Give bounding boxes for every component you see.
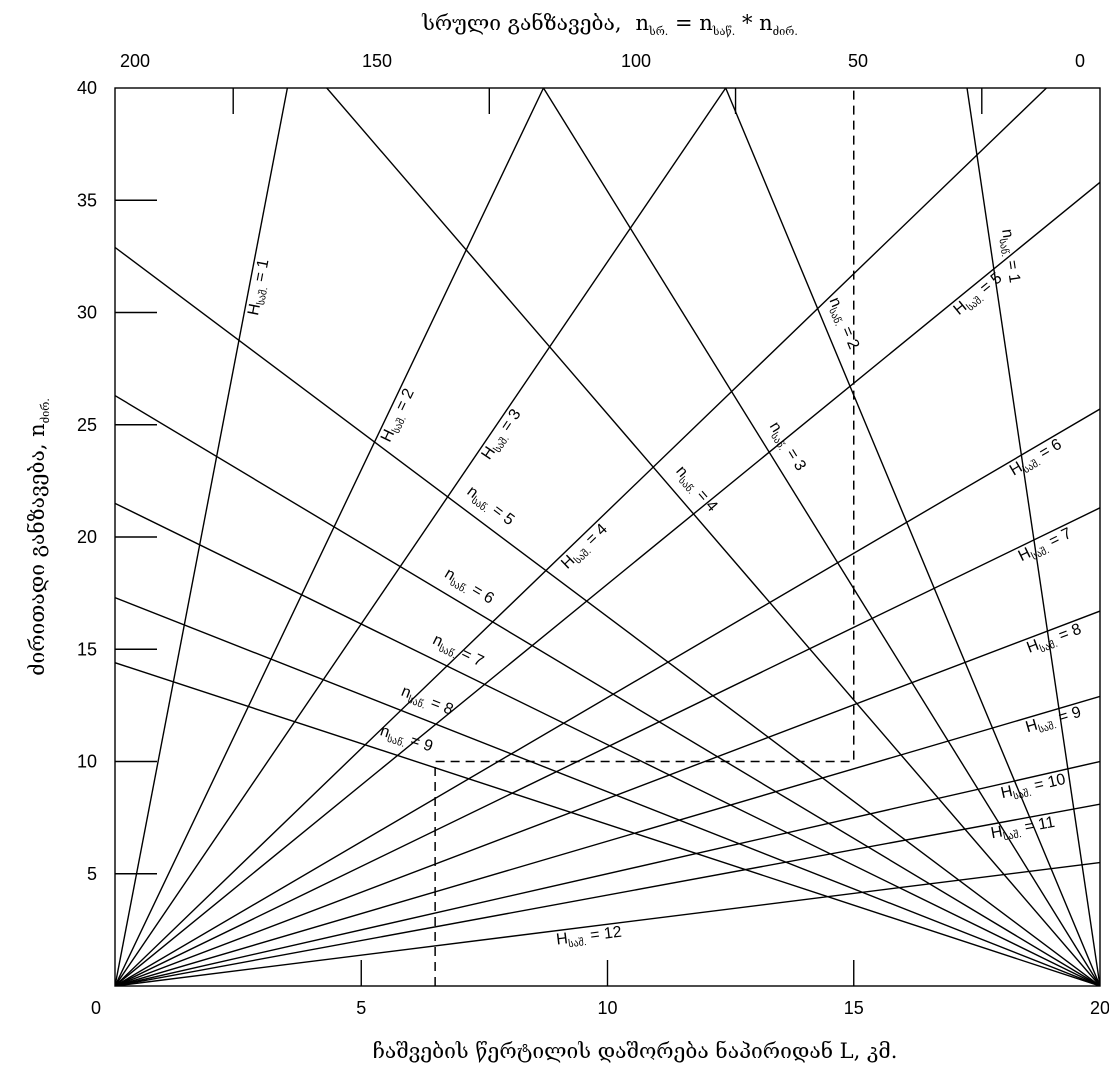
h-label-1: Hსაშ. = 1 (245, 258, 275, 318)
top-tick-label-0: 0 (1075, 51, 1085, 71)
formula-s1: სრ. (648, 25, 668, 38)
h-line-12 (115, 861, 1100, 986)
top-tick-label-50: 50 (848, 51, 868, 71)
y-axis-title-main: ძირითადი განზავება, n (25, 423, 49, 676)
n-line-5 (115, 246, 1100, 986)
formula-n1: n (636, 11, 650, 35)
n-line-9 (115, 662, 1100, 986)
h-line-2 (115, 88, 545, 986)
y-tick-label-40: 40 (77, 78, 97, 98)
x-tick-label-20: 20 (1090, 998, 1109, 1018)
top-axis-title: სრული განზავება, nსრ. = nსაწ. * nძირ. (421, 11, 798, 38)
h-label-2: Hსაშ. = 2 (378, 386, 421, 446)
x-axis-title: ჩაშვების წერტილის დაშორება ნაპირიდან L, … (373, 1039, 898, 1063)
h-label-8: Hსაშ. = 8 (1024, 621, 1084, 660)
plot-lines (115, 88, 1100, 986)
n-line-2 (725, 88, 1100, 986)
n-label-1: nსაწ. = 1 (995, 228, 1023, 285)
h-line-9 (115, 695, 1100, 986)
y-tick-label-5: 5 (87, 864, 97, 884)
n-line-6 (115, 394, 1100, 986)
formula-eq: = (668, 11, 699, 35)
n-label-7: nსაწ. = 7 (429, 631, 487, 673)
top-axis-title-text: სრული განზავება, (421, 11, 621, 35)
h-label-9: Hსაშ. = 9 (1024, 704, 1084, 739)
origin-label: 0 (91, 998, 101, 1018)
y-axis-title-sub: ძირ. (39, 398, 52, 423)
y-tick-label-35: 35 (77, 190, 97, 210)
formula-n3: n (759, 11, 773, 35)
n-label-5: nსაწ. = 5 (462, 483, 518, 532)
n-line-4 (326, 88, 1100, 986)
n-line-7 (115, 502, 1100, 986)
n-label-8: nსაწ. = 8 (398, 683, 456, 722)
y-tick-label-30: 30 (77, 303, 97, 323)
guide-dashed-line (434, 88, 855, 986)
top-tick-label-200: 200 (120, 51, 150, 71)
h-label-7: Hსაშ. = 7 (1016, 525, 1076, 568)
formula-s3: ძირ. (773, 25, 798, 38)
n-label-2: nსაწ. = 2 (823, 295, 862, 353)
h-line-5 (115, 181, 1100, 986)
n-line-8 (115, 596, 1100, 986)
n-label-4: nსაწ. = 4 (670, 463, 721, 517)
axis-ticks: 5 10 15 20 5 10 15 20 25 30 35 40 200 150 100 50 0 (77, 51, 1109, 1018)
n-line-3 (542, 88, 1100, 986)
top-tick-label-100: 100 (621, 51, 651, 71)
h-label-11: Hსაშ. = 11 (990, 814, 1057, 845)
h-line-10 (115, 760, 1100, 986)
y-axis-title: ძირითადი განზავება, nძირ. (25, 398, 52, 676)
h-line-3 (115, 88, 727, 986)
h-line-11 (115, 803, 1100, 986)
h-label-10: Hსაშ. = 10 (999, 771, 1068, 805)
formula-n2: n (699, 11, 713, 35)
plot-frame (114, 87, 1101, 987)
n-label-6: nსაწ. = 6 (440, 565, 497, 610)
y-tick-label-10: 10 (77, 752, 97, 772)
h-label-12: Hსაშ. = 12 (555, 924, 623, 952)
h-label-5: Hსაშ. = 5 (951, 269, 1008, 321)
formula-s2: საწ. (712, 25, 736, 38)
h-line-6 (115, 408, 1100, 986)
h-line-4 (115, 88, 1048, 986)
y-tick-label-25: 25 (77, 415, 97, 435)
h-line-8 (115, 610, 1100, 986)
x-tick-label-15: 15 (844, 998, 864, 1018)
top-tick-label-150: 150 (362, 51, 392, 71)
n-line-1 (966, 88, 1100, 986)
h-line-1 (115, 88, 289, 986)
x-tick-label-5: 5 (356, 998, 366, 1018)
h-line-7 (115, 507, 1100, 986)
h-label-6: Hსაშ. = 6 (1007, 436, 1066, 482)
h-label-4: Hსაშ. = 4 (558, 521, 613, 575)
y-tick-label-15: 15 (77, 639, 97, 659)
n-label-3: nსაწ. = 3 (763, 419, 809, 476)
n-label-9: nსაწ. = 9 (377, 722, 435, 758)
y-tick-label-20: 20 (77, 527, 97, 547)
x-tick-label-10: 10 (597, 998, 617, 1018)
formula-mul: * (735, 11, 759, 35)
